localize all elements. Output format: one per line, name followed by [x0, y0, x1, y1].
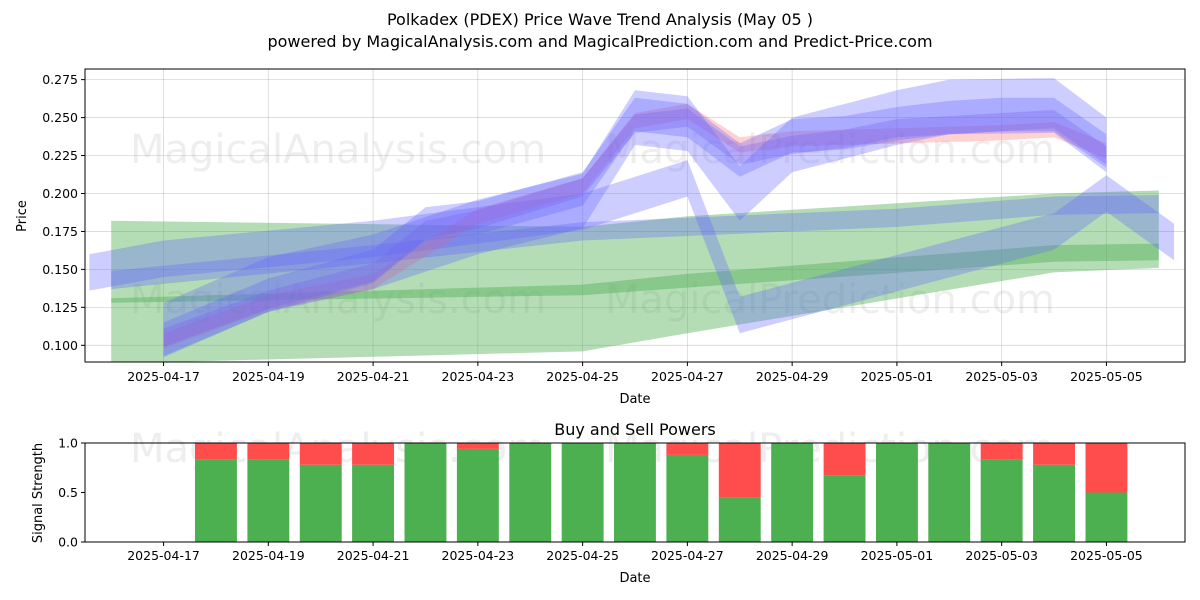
buy-bar — [1085, 492, 1128, 542]
watermark-prediction: MagicalPrediction.com — [605, 127, 1055, 173]
price-grid — [85, 69, 1185, 362]
price-bands — [89, 78, 1175, 362]
y-tick-label: 0.275 — [42, 72, 78, 87]
buy-bar — [247, 459, 290, 542]
x-tick-label: 2025-05-05 — [1070, 548, 1143, 563]
band-blue-6 — [163, 97, 1107, 356]
price-x-ticks: 2025-04-17 2025-04-19 2025-04-21 2025-04-23… — [127, 362, 1143, 384]
x-tick-label: 2025-04-25 — [546, 548, 619, 563]
buy-bar — [980, 459, 1023, 542]
y-tick-label: 0.125 — [42, 300, 78, 315]
sell-bar — [299, 443, 342, 465]
x-tick-label: 2025-05-01 — [861, 548, 934, 563]
buy-bar — [299, 464, 342, 542]
buy-bar — [509, 443, 552, 542]
x-tick-label: 2025-04-23 — [442, 548, 515, 563]
signal-y-label: Signal Strength — [31, 443, 46, 543]
x-tick-label: 2025-04-17 — [127, 548, 200, 563]
price-plot: MagicalAnalysis.com MagicalPrediction.co… — [15, 68, 1186, 407]
band-green-0 — [111, 190, 1159, 362]
sell-bar — [718, 443, 761, 498]
sell-bar — [1033, 443, 1075, 465]
sell-bar — [1085, 443, 1128, 493]
sell-bar — [823, 443, 866, 476]
buy-bar — [666, 454, 709, 542]
signal-x-label: Date — [619, 571, 650, 586]
buy-bar — [771, 443, 814, 542]
sell-bar — [352, 443, 394, 465]
y-tick-label: 0.225 — [42, 148, 78, 163]
chart-title: Polkadex (PDEX) Price Wave Trend Analysi… — [387, 10, 813, 29]
x-tick-label: 2025-04-25 — [546, 369, 619, 384]
x-tick-label: 2025-05-03 — [965, 548, 1038, 563]
signal-bars — [195, 443, 1128, 542]
x-tick-label: 2025-04-19 — [232, 369, 305, 384]
x-tick-label: 2025-04-29 — [756, 369, 829, 384]
band-blue-7 — [163, 78, 1107, 358]
buy-bar — [876, 443, 918, 542]
price-x-label: Date — [619, 392, 650, 407]
buy-bar — [614, 443, 656, 542]
sell-bar — [666, 443, 709, 455]
x-tick-label: 2025-04-27 — [651, 548, 724, 563]
buy-bar — [404, 443, 447, 542]
buy-bar — [456, 448, 499, 542]
y-tick-label: 1.0 — [58, 436, 78, 451]
sell-bar — [980, 443, 1023, 460]
x-tick-label: 2025-04-23 — [442, 369, 515, 384]
x-tick-label: 2025-04-27 — [651, 369, 724, 384]
price-axes-frame — [84, 68, 1186, 363]
y-tick-label: 0.200 — [42, 186, 78, 201]
chart-subtitle: powered by MagicalAnalysis.com and Magic… — [267, 32, 932, 51]
sell-bar — [456, 443, 499, 449]
price-y-ticks: 0.100 0.125 0.150 0.175 0.200 0.225 0.250 0.275 — [42, 72, 85, 353]
sell-bar — [195, 443, 237, 460]
band-red-4 — [163, 103, 1107, 349]
x-tick-label: 2025-04-21 — [337, 369, 410, 384]
band-blue-2 — [89, 160, 1175, 334]
y-tick-label: 0.250 — [42, 110, 78, 125]
y-tick-label: 0.150 — [42, 262, 78, 277]
x-tick-label: 2025-04-29 — [756, 548, 829, 563]
buy-bar — [718, 497, 761, 542]
signal-title: Buy and Sell Powers — [554, 420, 716, 439]
buy-bar — [352, 464, 394, 542]
price-watermarks: MagicalAnalysis.com MagicalPrediction.co… — [130, 127, 1055, 323]
x-tick-label: 2025-05-01 — [861, 369, 934, 384]
buy-bar — [561, 443, 604, 542]
buy-bar — [823, 475, 866, 542]
y-tick-label: 0.175 — [42, 224, 78, 239]
y-tick-label: 0.100 — [42, 338, 78, 353]
x-tick-label: 2025-05-05 — [1070, 369, 1143, 384]
signal-y-ticks: 0.0 0.5 1.0 — [58, 436, 85, 550]
sell-bar — [247, 443, 290, 460]
signal-plot: Buy and Sell Powers MagicalAnalysis.com … — [31, 420, 1186, 586]
watermark-prediction: MagicalPrediction.com — [605, 277, 1055, 323]
x-tick-label: 2025-04-21 — [337, 548, 410, 563]
y-tick-label: 0.0 — [58, 535, 78, 550]
buy-bar — [928, 443, 971, 542]
signal-x-ticks: 2025-04-17 2025-04-19 2025-04-21 2025-04-23… — [127, 542, 1143, 563]
band-blue-3 — [111, 195, 1159, 290]
buy-bar — [195, 459, 237, 542]
y-tick-label: 0.5 — [58, 485, 78, 500]
price-y-label: Price — [15, 200, 30, 232]
x-tick-label: 2025-05-03 — [965, 369, 1038, 384]
x-tick-label: 2025-04-19 — [232, 548, 305, 563]
band-green-1 — [111, 243, 1159, 303]
buy-bar — [1033, 464, 1075, 542]
watermark-analysis: MagicalAnalysis.com — [130, 127, 546, 173]
x-tick-label: 2025-04-17 — [127, 369, 200, 384]
watermark-analysis: MagicalAnalysis.com — [130, 277, 546, 323]
